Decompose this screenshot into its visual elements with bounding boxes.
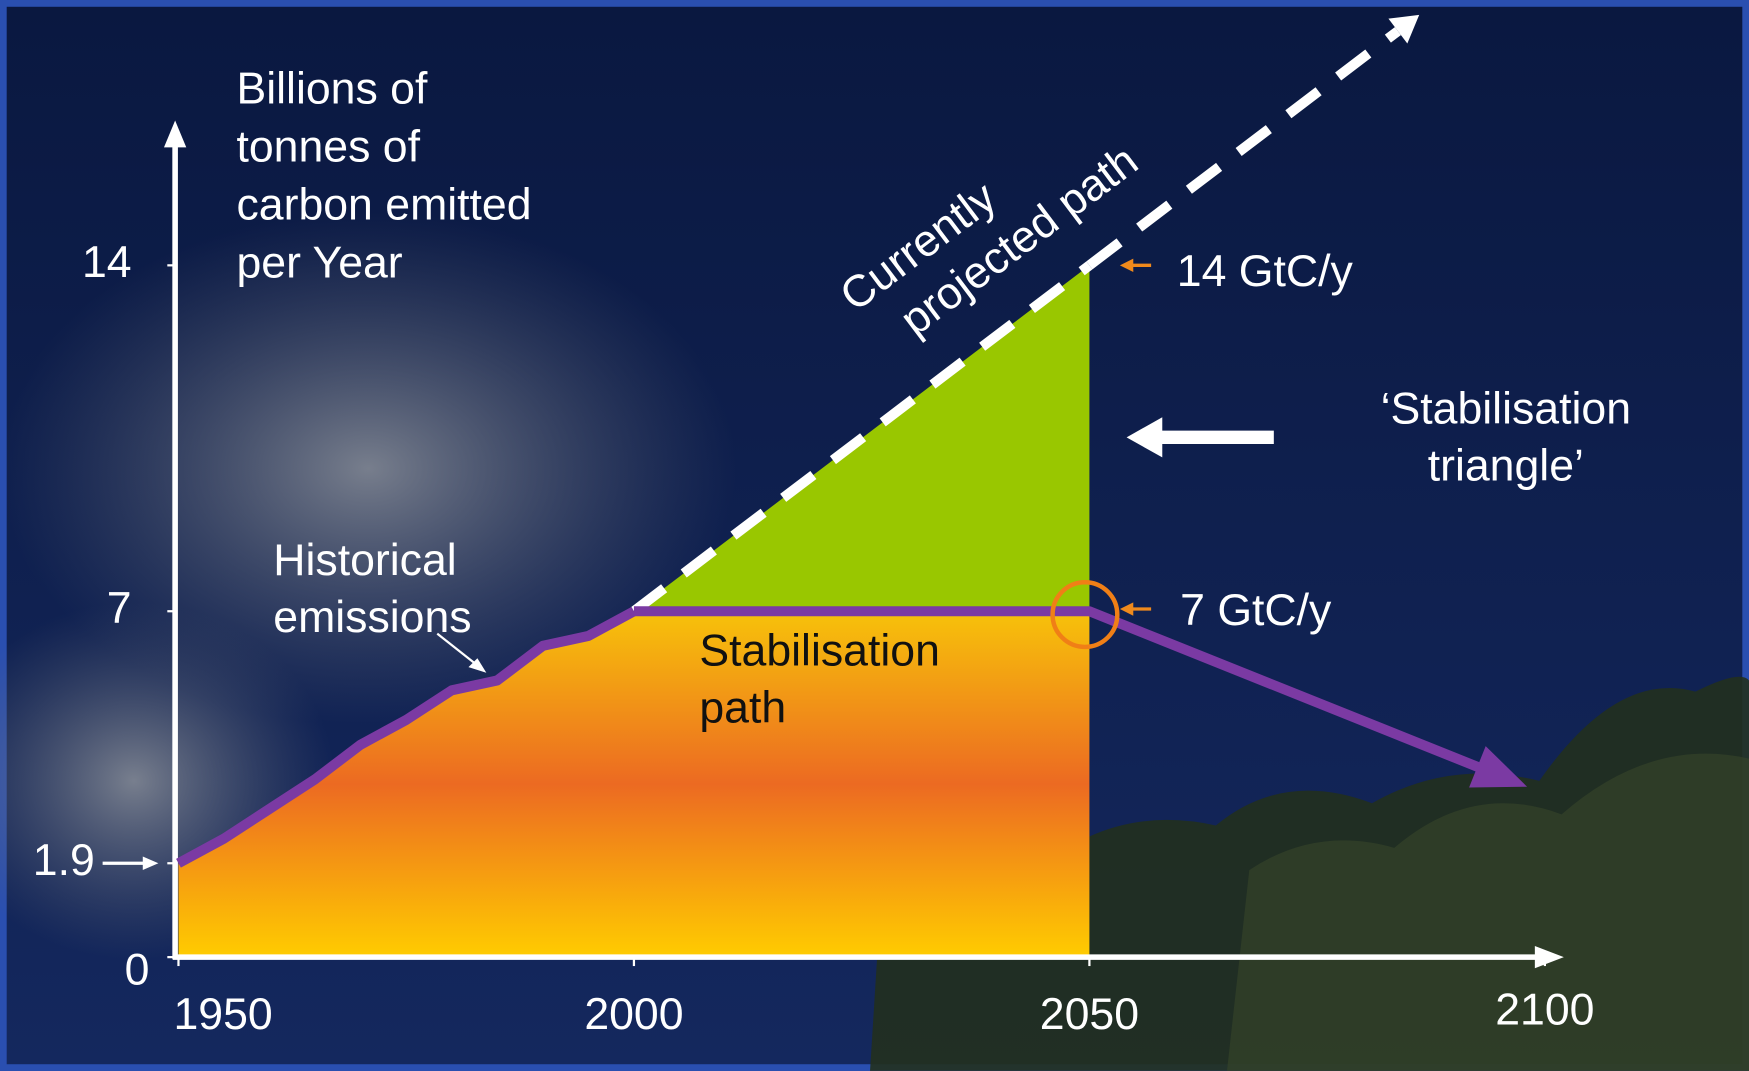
- highlight-circle: [1050, 580, 1120, 650]
- y-tick-label: 14: [82, 238, 132, 287]
- annotation-pointer: [436, 632, 481, 668]
- annotation: 7 GtC/y: [1180, 586, 1332, 635]
- y-axis-label: carbon emitted: [236, 180, 531, 229]
- annotation: ‘Stabilisation: [1381, 384, 1631, 433]
- x-tick-label: 2050: [1040, 990, 1139, 1039]
- pointer-head: [1119, 602, 1134, 616]
- y-axis-label: Billions of: [236, 64, 428, 113]
- plot: 0 1.9 7 14 1950 2000 2050 2100 Billions of tonnes…: [33, 14, 1631, 1039]
- annotation: emissions: [273, 593, 471, 642]
- projected-arrow-head: [1388, 14, 1420, 44]
- y-tick-label: 7: [107, 584, 132, 633]
- triangle-arrow-head: [1126, 417, 1163, 458]
- tick-arrow-head: [142, 856, 159, 870]
- annotation: 14 GtC/y: [1177, 247, 1354, 296]
- x-axis-arrow: [1534, 945, 1564, 969]
- x-tick-label: 1950: [173, 990, 272, 1039]
- y-tick-label: 1.9: [33, 836, 95, 885]
- y-tick-label: 0: [125, 946, 150, 995]
- projected-line: [630, 261, 1093, 616]
- pointer-head: [1119, 258, 1134, 273]
- annotation: triangle’: [1428, 441, 1584, 490]
- y-axis-label: tonnes of: [236, 122, 420, 171]
- x-tick-label: 2000: [584, 990, 683, 1039]
- trees: [1226, 753, 1749, 1071]
- annotation: Stabilisation: [699, 627, 940, 676]
- stabilisation-line: [633, 606, 1511, 784]
- projected-extension: [1086, 27, 1401, 270]
- emissions-area: [178, 611, 1090, 958]
- stabilisation-arrow-head: [1469, 746, 1528, 788]
- x-tick-label: 2100: [1495, 986, 1594, 1035]
- historical-line: [176, 606, 637, 868]
- annotation-pointer-head: [468, 658, 487, 673]
- cloud: [0, 212, 737, 726]
- y-axis-label: per Year: [236, 238, 402, 287]
- annotation: Historical: [273, 536, 456, 585]
- y-axis-arrow: [163, 120, 187, 148]
- annotation: path: [699, 683, 786, 732]
